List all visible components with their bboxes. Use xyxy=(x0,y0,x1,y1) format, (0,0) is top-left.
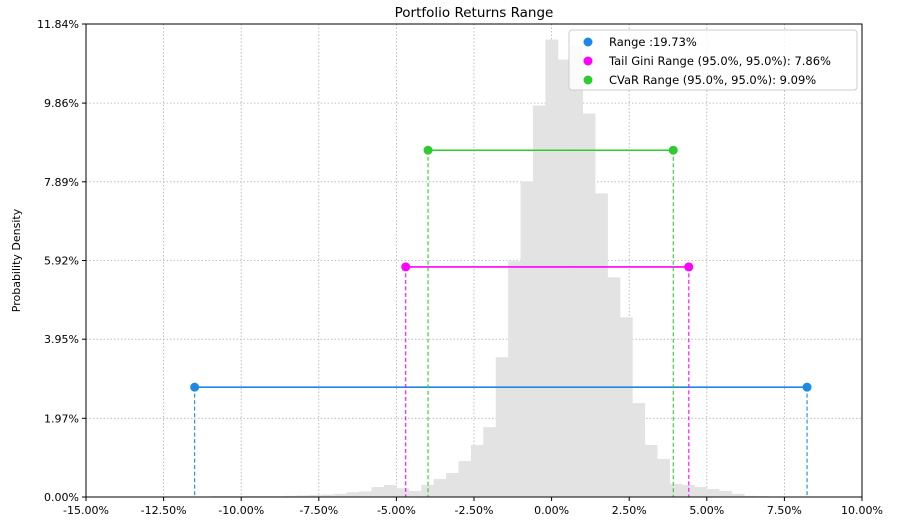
chart-title: Portfolio Returns Range xyxy=(395,5,554,21)
histogram-bar xyxy=(669,483,683,497)
histogram-bar xyxy=(297,495,310,497)
x-tick-label: 2.50% xyxy=(612,504,647,517)
x-tick-label: -2.50% xyxy=(455,504,494,517)
x-tick-label: 7.50% xyxy=(767,504,802,517)
legend: Range :19.73% Tail Gini Range (95.0%, 95.… xyxy=(568,29,858,91)
range-endpoint xyxy=(423,145,433,155)
histogram-bar xyxy=(495,357,509,497)
range-endpoint xyxy=(684,262,694,272)
histogram-bar xyxy=(731,493,745,497)
range-endpoint xyxy=(802,382,812,392)
histogram-bar xyxy=(470,445,484,497)
legend-marker xyxy=(583,75,593,85)
histogram-bar xyxy=(284,495,298,497)
histogram-bar xyxy=(706,489,720,497)
histogram-bar xyxy=(657,459,670,497)
histogram-bar xyxy=(334,493,348,497)
range-endpoint xyxy=(190,382,200,392)
x-tick-label: -12.50% xyxy=(141,504,187,517)
histogram-bar xyxy=(396,488,410,497)
histogram-bar xyxy=(309,495,323,497)
histogram-bar xyxy=(458,461,472,497)
histogram-bar xyxy=(632,403,646,497)
histogram-bar xyxy=(346,492,360,497)
histogram-bar xyxy=(433,479,447,497)
histogram-bar xyxy=(619,317,633,497)
y-tick-label: 11.84% xyxy=(37,18,79,31)
x-tick-label: 5.00% xyxy=(689,504,724,517)
histogram-bar xyxy=(383,485,397,497)
histogram-bar xyxy=(483,427,497,497)
histogram-bar xyxy=(321,494,335,497)
y-tick-label: 3.95% xyxy=(44,333,79,346)
histogram-bar xyxy=(570,45,584,498)
histogram-bar xyxy=(508,261,521,497)
range-series xyxy=(190,145,812,497)
legend-label: Range :19.73% xyxy=(609,35,697,49)
histogram-bar xyxy=(694,487,708,497)
histogram-bar xyxy=(545,39,559,498)
y-tick-label: 9.86% xyxy=(44,97,79,110)
grid xyxy=(86,24,862,497)
axis-ticks: -15.00% -12.50% -10.00% -7.50% -5.00% -2.50% 0… xyxy=(37,18,883,517)
histogram-bar xyxy=(744,495,757,497)
histogram-bar xyxy=(446,473,459,497)
y-tick-label: 7.89% xyxy=(44,176,79,189)
y-tick-label: 1.97% xyxy=(44,412,79,425)
range-endpoint xyxy=(401,262,411,272)
legend-label: CVaR Range (95.0%, 95.0%): 9.09% xyxy=(609,73,816,87)
x-tick-label: -5.00% xyxy=(377,504,416,517)
legend-label: Tail Gini Range (95.0%, 95.0%): 7.86% xyxy=(608,54,831,68)
histogram-bar xyxy=(557,59,571,497)
x-tick-label: 10.00% xyxy=(841,504,883,517)
x-tick-label: -15.00% xyxy=(63,504,109,517)
histogram-bar xyxy=(359,491,372,497)
histogram-bar xyxy=(644,445,658,497)
x-tick-label: 0.00% xyxy=(534,504,569,517)
x-tick-label: -10.00% xyxy=(218,504,264,517)
legend-marker xyxy=(583,37,593,47)
y-axis-label: Probability Density xyxy=(10,208,23,312)
histogram-bars xyxy=(210,39,782,498)
histogram-bar xyxy=(595,193,608,497)
y-tick-label: 0.00% xyxy=(44,491,79,504)
histogram-bar xyxy=(582,113,596,498)
histogram-bar xyxy=(371,487,385,497)
histogram-bar xyxy=(719,491,733,497)
histogram-bar xyxy=(532,105,546,498)
histogram-bar xyxy=(520,181,534,498)
histogram-bar xyxy=(408,491,422,497)
legend-marker xyxy=(583,56,593,66)
legend-box xyxy=(568,29,858,91)
x-tick-label: -7.50% xyxy=(299,504,338,517)
y-tick-label: 5.92% xyxy=(44,255,79,268)
range-endpoint xyxy=(668,145,678,155)
